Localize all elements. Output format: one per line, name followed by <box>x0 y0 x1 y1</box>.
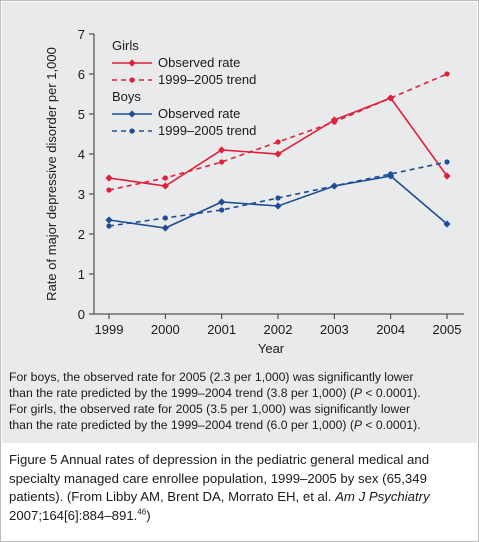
line-chart: 0 1 2 3 4 5 6 7 1999 2000 2001 2002 2003 2004 2005 Year… <box>44 27 464 356</box>
y-tick-label: 6 <box>78 67 85 82</box>
chart-legend: Girls Observed rate 1999–2005 trend Boys Obs… <box>112 38 256 138</box>
data-point-marker <box>443 220 451 228</box>
legend-group-title: Girls <box>112 38 139 53</box>
y-axis-title: Rate of major depressive disorder per 1,… <box>44 47 59 301</box>
data-point-marker <box>274 202 282 210</box>
data-point-marker <box>105 174 113 182</box>
x-axis-title: Year <box>258 341 285 356</box>
data-point-marker <box>161 224 169 232</box>
note-line-1: For boys, the observed rate for 2005 (2.… <box>9 370 414 384</box>
series-boys-trend <box>106 159 450 229</box>
data-point-marker <box>105 216 113 224</box>
data-point-marker <box>275 195 281 201</box>
note-line-3: For girls, the observed rate for 2005 (3… <box>9 402 411 416</box>
y-tick-label: 4 <box>78 147 85 162</box>
legend-label: Observed rate <box>158 106 240 121</box>
data-point-marker <box>331 119 337 125</box>
y-tick-label: 7 <box>78 27 85 42</box>
note-line-2: than the rate predicted by the 1999–2004… <box>9 386 421 400</box>
data-point-marker <box>219 159 225 165</box>
series-line <box>108 175 448 229</box>
legend-label: Observed rate <box>158 55 240 70</box>
x-tick-label: 2002 <box>264 322 293 337</box>
y-tick-label: 1 <box>78 267 85 282</box>
x-tick-label: 2003 <box>320 322 349 337</box>
y-tick-label: 0 <box>78 307 85 322</box>
figure-caption: Figure 5 Annual rates of depression in t… <box>9 452 430 523</box>
data-point-marker <box>161 182 169 190</box>
data-point-marker <box>388 171 394 177</box>
data-point-marker <box>128 110 136 118</box>
chart-series <box>105 71 451 232</box>
data-point-marker <box>444 71 450 77</box>
y-tick-label: 5 <box>78 107 85 122</box>
series-girls-trend <box>106 71 450 193</box>
data-point-marker <box>128 59 136 67</box>
x-tick-label: 2004 <box>376 322 405 337</box>
data-point-marker <box>106 187 112 193</box>
data-point-marker <box>218 198 226 206</box>
series-line <box>108 161 448 227</box>
data-point-marker <box>129 77 135 83</box>
x-tick-label: 1999 <box>95 322 124 337</box>
data-point-marker <box>444 159 450 165</box>
chart-axes: 0 1 2 3 4 5 6 7 1999 2000 2001 2002 2003 2004 2005 Year… <box>44 27 464 356</box>
data-point-marker <box>219 207 225 213</box>
data-point-marker <box>275 139 281 145</box>
legend-group-title: Boys <box>112 89 141 104</box>
note-line-4: than the rate predicted by the 1999–2004… <box>9 418 421 432</box>
y-tick-label: 3 <box>78 187 85 202</box>
x-tick-label: 2000 <box>151 322 180 337</box>
x-tick-label: 2001 <box>207 322 236 337</box>
legend-label: 1999–2005 trend <box>158 72 256 87</box>
data-point-marker <box>129 128 135 134</box>
data-point-marker <box>443 172 451 180</box>
figure-panel <box>2 2 477 443</box>
data-point-marker <box>331 183 337 189</box>
data-point-marker <box>106 223 112 229</box>
data-point-marker <box>218 146 226 154</box>
legend-label: 1999–2005 trend <box>158 123 256 138</box>
x-tick-label: 2005 <box>433 322 462 337</box>
series-boys-observed <box>105 172 451 232</box>
data-point-marker <box>274 150 282 158</box>
y-tick-label: 2 <box>78 227 85 242</box>
data-point-marker <box>162 215 168 221</box>
data-point-marker <box>388 95 394 101</box>
data-point-marker <box>162 175 168 181</box>
chart-note: For boys, the observed rate for 2005 (2.… <box>9 369 471 433</box>
